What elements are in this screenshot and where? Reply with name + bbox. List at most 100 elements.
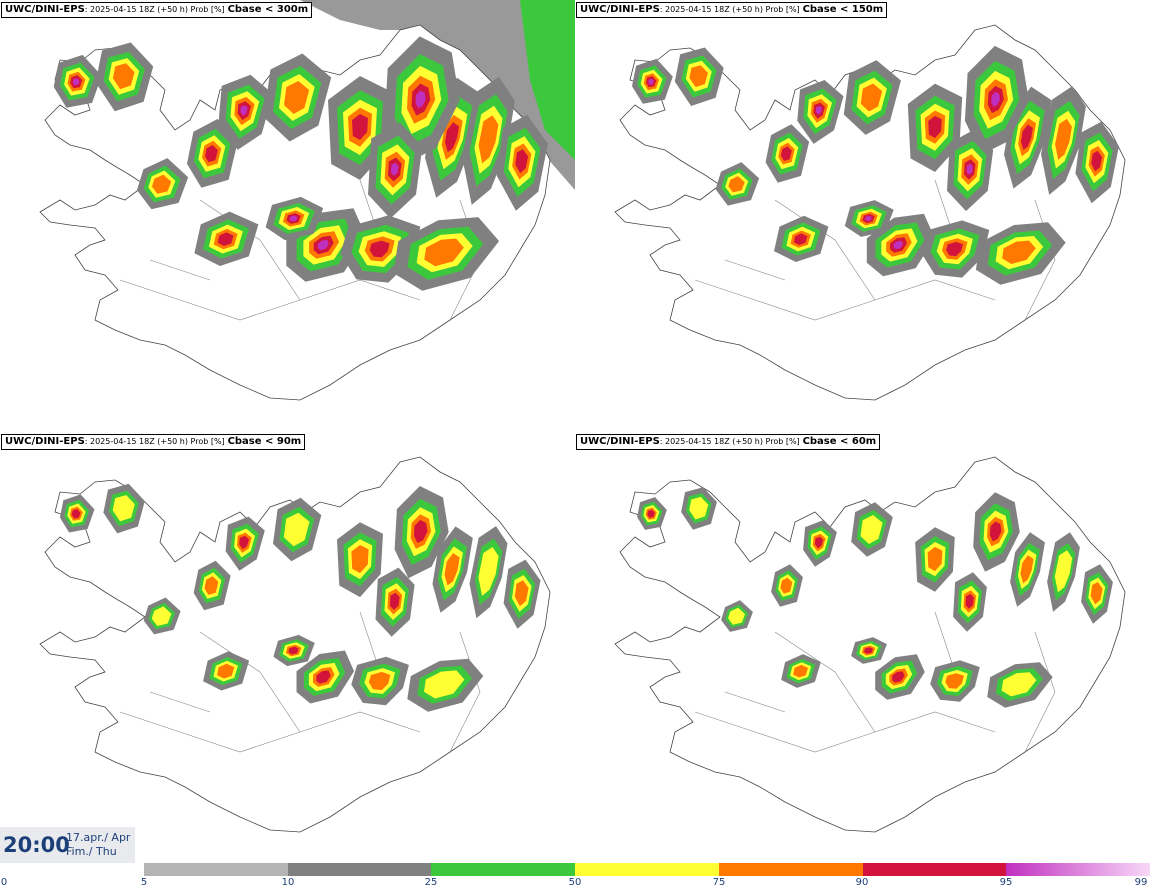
colorbar-tick: 0	[0, 877, 8, 888]
valid-date: 17.apr./ Apr	[66, 831, 131, 844]
colorbar-segment	[718, 863, 863, 876]
probability-area	[288, 646, 299, 655]
map-panel-90m: UWC/DINI-EPS: 2025-04-15 18Z (+50 h) Pro…	[0, 432, 575, 864]
run-info: : 2025-04-15 18Z (+50 h) Prob [%]	[84, 5, 225, 14]
boundary-lines	[119, 179, 481, 321]
panel-title: UWC/DINI-EPS: 2025-04-15 18Z (+50 h) Pro…	[1, 434, 306, 450]
probability-area	[71, 509, 81, 519]
model-name: UWC/DINI-EPS	[580, 4, 660, 15]
threshold-label: Cbase < 90m	[227, 436, 302, 447]
probability-area	[289, 215, 298, 222]
probability-area	[893, 240, 903, 250]
map-panel-60m: UWC/DINI-EPS: 2025-04-15 18Z (+50 h) Pro…	[575, 432, 1150, 864]
valid-time-box: 20:00 17.apr./ Apr Fim./ Thu	[0, 827, 135, 863]
colorbar-segment	[431, 863, 576, 876]
probability-area	[414, 520, 428, 543]
probability-area	[478, 547, 499, 596]
probability-area	[1020, 555, 1034, 584]
probability-area	[520, 0, 575, 160]
probability-area	[368, 671, 391, 691]
probability-area	[793, 664, 808, 678]
valid-day: Fim./ Thu	[66, 845, 117, 858]
probability-area	[1055, 118, 1072, 160]
colorbar-tick: 10	[281, 877, 295, 888]
probability-area	[689, 65, 708, 88]
probability-area	[112, 63, 135, 90]
probability-area	[204, 576, 219, 595]
probability-area	[514, 580, 529, 607]
probability-area	[945, 673, 964, 689]
model-name: UWC/DINI-EPS	[580, 436, 660, 447]
probability-area	[946, 241, 963, 257]
probability-area	[966, 163, 973, 175]
probability-area	[860, 83, 883, 112]
probability-area	[991, 91, 1000, 107]
boundary-lines	[694, 611, 1056, 753]
boundary-lines	[119, 611, 481, 753]
probability-area	[478, 115, 499, 164]
probability-area	[391, 162, 399, 176]
probability-area	[217, 663, 235, 679]
probability-area	[1021, 124, 1033, 150]
probability-area	[352, 114, 368, 140]
probability-area	[989, 521, 1002, 542]
colorbar-segment	[287, 863, 432, 876]
probability-area	[647, 509, 655, 518]
probability-area	[217, 232, 234, 246]
probability-area	[793, 233, 808, 245]
probability-area	[860, 515, 883, 544]
colorbar-tick: 99	[1134, 877, 1148, 888]
probability-area	[865, 216, 872, 221]
colorbar-tick: 75	[712, 877, 726, 888]
colorbar	[144, 863, 1150, 876]
probability-area	[728, 607, 745, 625]
iceland-map	[614, 456, 1126, 833]
colorbar-tick: 50	[568, 877, 582, 888]
valid-hour: 20:00	[3, 833, 70, 857]
threshold-label: Cbase < 60m	[802, 436, 877, 447]
iceland-map	[39, 0, 575, 401]
run-info: : 2025-04-15 18Z (+50 h) Prob [%]	[659, 437, 800, 446]
probability-area	[927, 546, 943, 572]
probability-area	[424, 238, 464, 267]
colorbar-segment	[1006, 863, 1150, 876]
threshold-label: Cbase < 300m	[227, 4, 309, 15]
panel-title: UWC/DINI-EPS: 2025-04-15 18Z (+50 h) Pro…	[576, 2, 888, 18]
run-info: : 2025-04-15 18Z (+50 h) Prob [%]	[659, 5, 800, 14]
probability-area	[444, 553, 460, 586]
probability-area	[1090, 582, 1103, 605]
colorbar-segment	[144, 863, 288, 876]
colorbar-tick: 95	[999, 877, 1013, 888]
iceland-map	[39, 456, 551, 833]
threshold-label: Cbase < 150m	[802, 4, 884, 15]
probability-area	[240, 105, 248, 116]
probability-area	[728, 176, 745, 193]
colorbar-tick: 90	[855, 877, 869, 888]
probability-area	[515, 149, 529, 174]
colorbar-tick: 5	[140, 877, 148, 888]
model-name: UWC/DINI-EPS	[5, 4, 85, 15]
probability-area	[351, 545, 369, 574]
probability-area	[152, 174, 172, 194]
probability-area	[1002, 240, 1036, 264]
probability-area	[369, 240, 390, 258]
probability-area	[300, 0, 575, 190]
probability-area	[283, 512, 310, 547]
panel-title: UWC/DINI-EPS: 2025-04-15 18Z (+50 h) Pro…	[1, 2, 313, 18]
probability-area	[445, 122, 459, 153]
probability-area	[317, 239, 329, 251]
map-panel-300m: UWC/DINI-EPS: 2025-04-15 18Z (+50 h) Pro…	[0, 0, 575, 432]
model-name: UWC/DINI-EPS	[5, 436, 85, 447]
probability-area	[814, 536, 824, 549]
probability-area	[780, 146, 792, 161]
probability-area	[648, 78, 654, 85]
colorbar-ticks: 0 5 10 25 50 75 90 95 99	[0, 877, 1150, 891]
iceland-map	[614, 24, 1126, 401]
map-panel-150m: UWC/DINI-EPS: 2025-04-15 18Z (+50 h) Pro…	[575, 0, 1150, 432]
probability-area	[389, 592, 400, 610]
probability-area	[689, 496, 709, 520]
probability-area	[892, 671, 905, 683]
probability-area	[415, 90, 426, 109]
probability-area	[815, 106, 823, 115]
probability-area	[424, 670, 465, 699]
